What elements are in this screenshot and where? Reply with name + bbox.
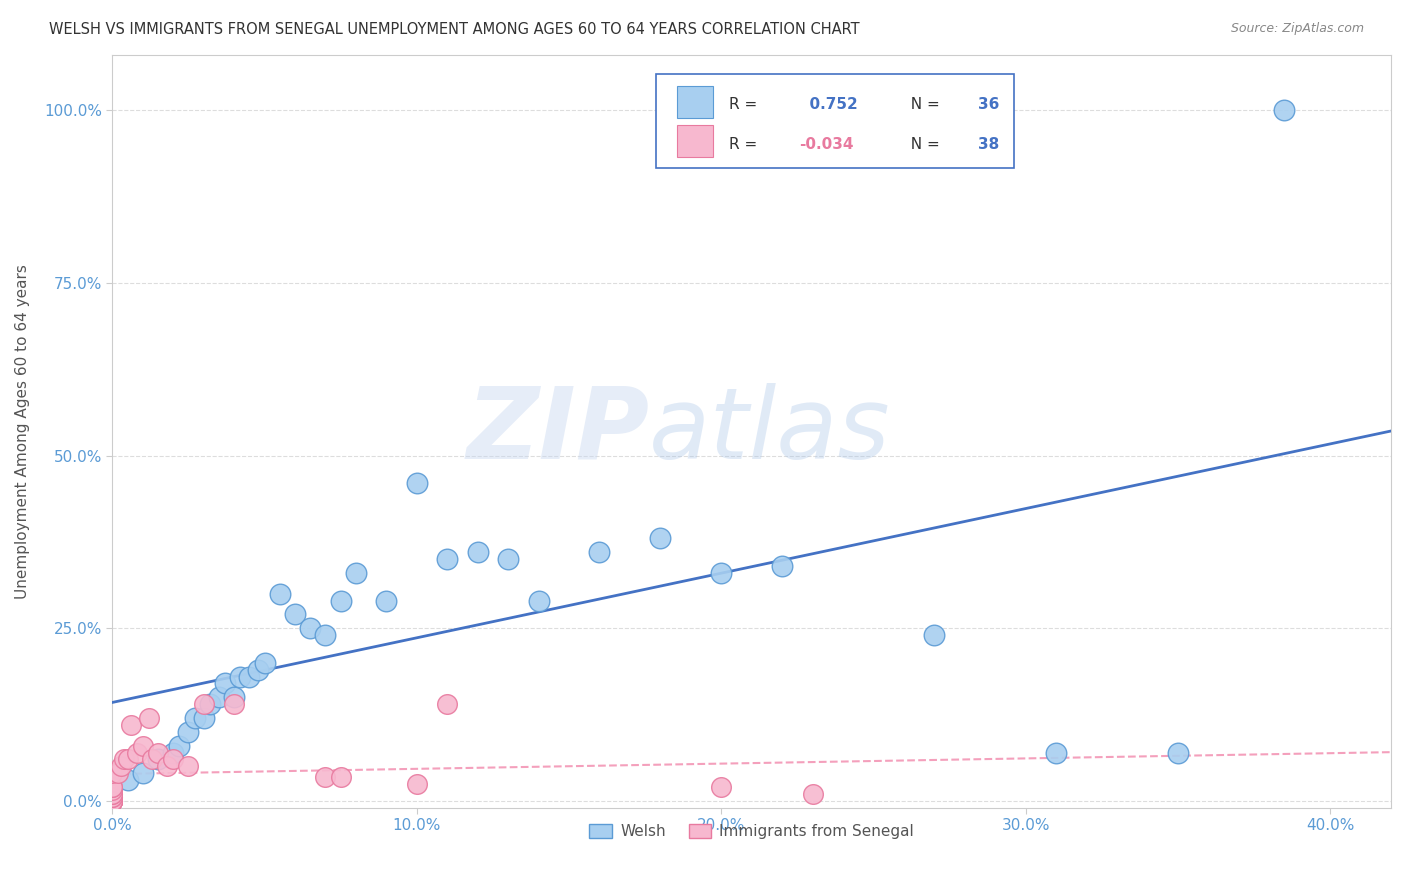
Point xyxy=(162,752,184,766)
Point xyxy=(117,773,139,788)
Point xyxy=(177,759,200,773)
Text: 38: 38 xyxy=(979,137,1000,153)
Point xyxy=(101,783,124,797)
Point xyxy=(132,739,155,753)
Point xyxy=(101,790,124,805)
FancyBboxPatch shape xyxy=(655,74,1014,168)
Point xyxy=(253,656,276,670)
Point xyxy=(101,794,124,808)
Point xyxy=(107,766,129,780)
Point xyxy=(222,690,245,705)
Point xyxy=(329,593,352,607)
Point xyxy=(138,711,160,725)
Point xyxy=(269,587,291,601)
Point xyxy=(710,780,733,794)
Point xyxy=(132,766,155,780)
Point xyxy=(117,752,139,766)
Point xyxy=(101,787,124,801)
Point xyxy=(770,559,793,574)
Point xyxy=(405,476,427,491)
Point xyxy=(183,711,205,725)
Point xyxy=(924,628,946,642)
Point xyxy=(247,663,270,677)
Text: R =: R = xyxy=(728,96,762,112)
Point xyxy=(193,697,215,711)
Point xyxy=(527,593,550,607)
Point xyxy=(314,628,336,642)
Point xyxy=(801,787,824,801)
Text: N =: N = xyxy=(901,96,945,112)
Point xyxy=(101,794,124,808)
Point xyxy=(496,552,519,566)
Point xyxy=(436,552,458,566)
Point xyxy=(101,787,124,801)
Point xyxy=(467,545,489,559)
Text: R =: R = xyxy=(728,137,762,153)
Point xyxy=(284,607,307,622)
FancyBboxPatch shape xyxy=(678,86,713,118)
Point xyxy=(162,746,184,760)
Point xyxy=(375,593,398,607)
Point xyxy=(101,780,124,794)
Text: atlas: atlas xyxy=(650,383,891,480)
Point xyxy=(710,566,733,580)
Point xyxy=(101,780,124,794)
Point xyxy=(314,770,336,784)
Point xyxy=(588,545,610,559)
Point xyxy=(198,697,221,711)
Point xyxy=(238,669,260,683)
Text: 0.752: 0.752 xyxy=(799,96,858,112)
Text: ZIP: ZIP xyxy=(467,383,650,480)
Point xyxy=(208,690,231,705)
Point xyxy=(299,621,322,635)
Point xyxy=(101,794,124,808)
Point xyxy=(177,724,200,739)
Point xyxy=(329,770,352,784)
Legend: Welsh, Immigrants from Senegal: Welsh, Immigrants from Senegal xyxy=(583,818,920,846)
Point xyxy=(110,759,132,773)
Point xyxy=(101,794,124,808)
FancyBboxPatch shape xyxy=(678,125,713,157)
Point xyxy=(214,676,236,690)
Point xyxy=(101,794,124,808)
Point xyxy=(650,532,672,546)
Text: -0.034: -0.034 xyxy=(799,137,853,153)
Point xyxy=(436,697,458,711)
Point xyxy=(114,752,136,766)
Point xyxy=(1167,746,1189,760)
Text: N =: N = xyxy=(901,137,945,153)
Point xyxy=(222,697,245,711)
Point xyxy=(120,718,142,732)
Text: Source: ZipAtlas.com: Source: ZipAtlas.com xyxy=(1230,22,1364,36)
Point xyxy=(141,752,163,766)
Point xyxy=(405,776,427,790)
Point xyxy=(1274,103,1296,118)
Y-axis label: Unemployment Among Ages 60 to 64 years: Unemployment Among Ages 60 to 64 years xyxy=(15,264,30,599)
Point xyxy=(101,766,124,780)
Text: 36: 36 xyxy=(979,96,1000,112)
Point xyxy=(229,669,252,683)
Point xyxy=(146,752,169,766)
Text: WELSH VS IMMIGRANTS FROM SENEGAL UNEMPLOYMENT AMONG AGES 60 TO 64 YEARS CORRELAT: WELSH VS IMMIGRANTS FROM SENEGAL UNEMPLO… xyxy=(49,22,860,37)
Point xyxy=(146,746,169,760)
Point xyxy=(101,794,124,808)
Point xyxy=(169,739,191,753)
Point xyxy=(1045,746,1067,760)
Point xyxy=(193,711,215,725)
Point xyxy=(156,759,179,773)
Point xyxy=(344,566,367,580)
Point xyxy=(101,794,124,808)
Point xyxy=(101,794,124,808)
Point xyxy=(125,746,148,760)
Point xyxy=(101,794,124,808)
Point xyxy=(101,790,124,805)
